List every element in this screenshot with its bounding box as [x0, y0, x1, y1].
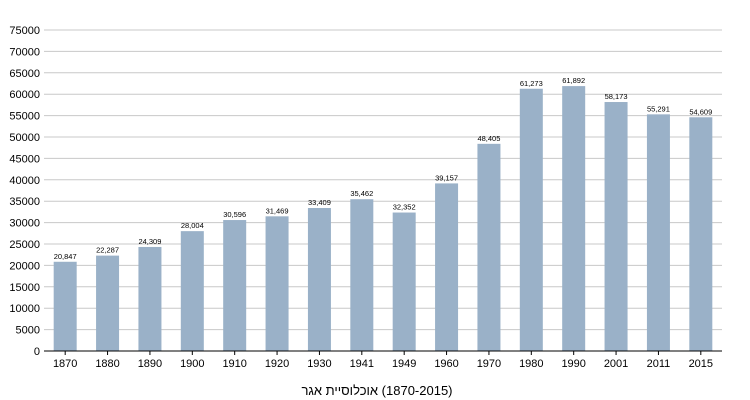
y-tick-label: 30000: [9, 218, 40, 230]
bar-1960: [435, 183, 459, 351]
y-tick-label: 70000: [9, 46, 40, 58]
x-axis-ticks: 1870 1880 1890 1900 1910 1920 1930 1941 1949 1960…: [53, 351, 713, 370]
bar-1930: [307, 208, 331, 351]
bar-2001: [604, 102, 628, 351]
data-label: 61,892: [562, 76, 585, 85]
data-label: 32,352: [393, 203, 416, 212]
x-tick-label: 1890: [138, 358, 162, 370]
data-label: 20,847: [54, 252, 77, 261]
x-tick-label: 1949: [392, 358, 416, 370]
data-label: 35,462: [350, 189, 373, 198]
y-tick-label: 25000: [9, 239, 40, 251]
y-tick-label: 45000: [9, 153, 40, 165]
x-tick-label: 1941: [350, 358, 374, 370]
y-tick-label: 0: [34, 346, 40, 358]
bar-1900: [180, 231, 204, 351]
y-tick-label: 5000: [16, 325, 40, 337]
bars: [53, 86, 713, 352]
bar-1920: [265, 216, 289, 351]
data-label: 28,004: [181, 221, 204, 230]
bar-1970: [477, 143, 501, 351]
data-labels: 20,847 22,287 24,309 28,004 30,596 31,469 33,4…: [54, 76, 713, 261]
bar-1880: [96, 255, 120, 351]
x-axis-caption: (1870-2015) אוכלוסיית אגר: [301, 383, 452, 398]
x-tick-label: 1980: [519, 358, 543, 370]
bar-1949: [392, 212, 416, 351]
y-tick-label: 55000: [9, 111, 40, 123]
x-tick-label: 1880: [95, 358, 119, 370]
data-label: 58,173: [605, 92, 628, 101]
bar-1890: [138, 246, 162, 351]
x-tick-label: 1910: [222, 358, 246, 370]
y-tick-label: 40000: [9, 175, 40, 187]
data-label: 31,469: [266, 206, 289, 215]
x-tick-label: 2015: [689, 358, 713, 370]
x-tick-label: 2011: [647, 358, 671, 370]
x-tick-label: 1900: [180, 358, 204, 370]
x-tick-label: 1870: [53, 358, 77, 370]
data-label: 33,409: [308, 198, 331, 207]
data-label: 54,609: [689, 107, 712, 116]
y-tick-label: 65000: [9, 68, 40, 80]
x-tick-label: 1930: [307, 358, 331, 370]
y-axis-ticks: 0 5000 10000 15000 20000 25000 30000 35000 40000…: [9, 25, 40, 358]
data-label: 30,596: [223, 210, 246, 219]
data-label: 55,291: [647, 104, 670, 113]
data-label: 22,287: [96, 246, 119, 255]
data-label: 39,157: [435, 173, 458, 182]
bar-1910: [223, 220, 247, 351]
data-label: 48,405: [477, 134, 500, 143]
y-tick-label: 15000: [9, 282, 40, 294]
y-tick-label: 50000: [9, 132, 40, 144]
x-tick-label: 2001: [604, 358, 628, 370]
y-tick-label: 75000: [9, 25, 40, 37]
data-label: 61,273: [520, 79, 543, 88]
x-tick-label: 1990: [561, 358, 585, 370]
bar-2011: [646, 114, 670, 351]
y-tick-label: 35000: [9, 196, 40, 208]
bar-1980: [519, 88, 543, 351]
data-label: 24,309: [138, 237, 161, 246]
bar-1870: [53, 261, 77, 351]
y-tick-label: 20000: [9, 260, 40, 272]
x-tick-label: 1920: [265, 358, 289, 370]
x-tick-label: 1960: [434, 358, 458, 370]
bar-1990: [562, 86, 586, 352]
gridlines: [44, 29, 722, 331]
y-tick-label: 10000: [9, 303, 40, 315]
y-tick-label: 60000: [9, 89, 40, 101]
bar-1941: [350, 199, 374, 351]
x-tick-label: 1970: [477, 358, 501, 370]
bar-2015: [689, 117, 713, 351]
